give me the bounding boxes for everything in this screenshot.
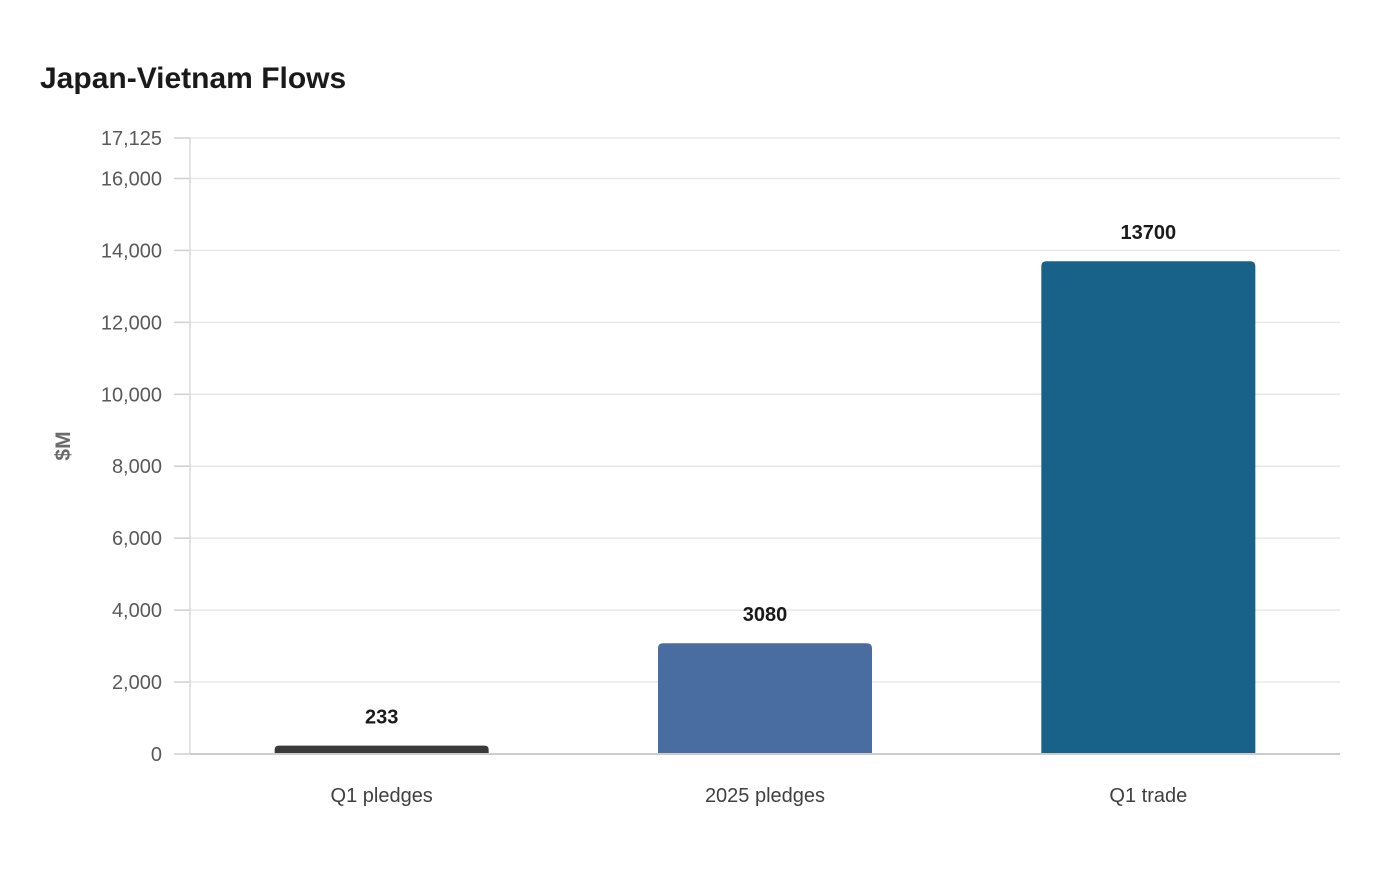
y-tick-label: 0: [151, 744, 162, 766]
data-label: 233: [365, 707, 398, 729]
category-label: 2025 pledges: [705, 785, 825, 807]
y-tick-label: 8,000: [112, 456, 162, 478]
category-labels: Q1 pledges 2025 pledges Q1 trade: [331, 785, 1188, 807]
data-label: 13700: [1121, 222, 1177, 244]
data-label: 3080: [743, 604, 788, 626]
chart-title: Japan-Vietnam Flows: [40, 62, 347, 95]
category-label: Q1 pledges: [331, 785, 433, 807]
y-tick-label: 2,000: [112, 672, 162, 694]
bars: [190, 261, 1340, 755]
category-label: Q1 trade: [1109, 785, 1187, 807]
y-tick-label: 12,000: [101, 312, 162, 334]
y-tick-label: 14,000: [101, 240, 162, 262]
y-tick-label: 10,000: [101, 384, 162, 406]
y-axis-title: $M: [52, 431, 75, 460]
y-tick-label: 6,000: [112, 528, 162, 550]
y-tick-label: 4,000: [112, 600, 162, 622]
data-labels: 233 3080 13700: [365, 222, 1176, 728]
bar: [1041, 261, 1256, 754]
bar: [658, 643, 872, 754]
bar: [274, 745, 489, 754]
axes: [174, 137, 191, 755]
y-tick-label: 17,125: [101, 128, 162, 150]
grid-lines: [190, 137, 1340, 683]
y-tick-label: 16,000: [101, 168, 162, 190]
y-tick-labels: 0 2,000 4,000 6,000 8,000 10,000 12,000 14,000 1…: [101, 128, 162, 766]
